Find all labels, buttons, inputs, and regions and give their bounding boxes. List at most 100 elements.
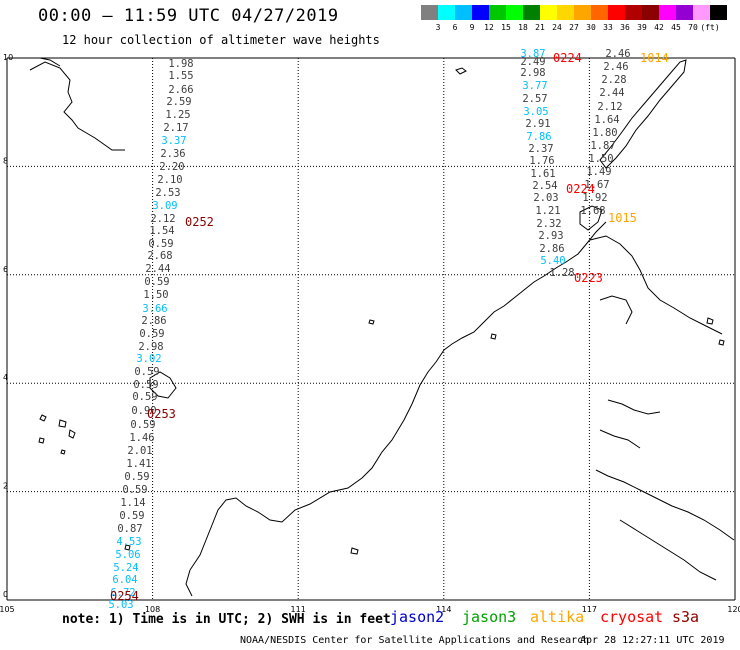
color-scale-label: 27 — [569, 23, 579, 32]
wave-height-value: 0.90 — [131, 405, 156, 417]
map-title: 00:00 – 11:59 UTC 04/27/2019 — [38, 6, 339, 26]
lon-tick-label: 111 — [291, 605, 306, 614]
color-swatch — [472, 5, 489, 20]
satellite-legend-item: s3a — [672, 608, 700, 626]
lat-tick-label: 6 — [3, 265, 8, 274]
footer-note: note: 1) Time is in UTC; 2) SWH is in fe… — [62, 612, 391, 627]
wave-height-value: 1.54 — [149, 225, 174, 237]
pass-time-label: 0224 — [566, 182, 595, 196]
wave-height-value: 1.41 — [126, 458, 151, 470]
wave-height-value: 2.53 — [155, 187, 180, 199]
satellite-legend-item: jason3 — [462, 608, 517, 626]
color-swatch — [642, 5, 659, 20]
wave-height-value: 2.57 — [522, 93, 547, 105]
wave-height-value: 1.28 — [549, 267, 574, 279]
color-swatch — [540, 5, 557, 20]
wave-height-value: 3.77 — [522, 80, 547, 92]
wave-height-value: 2.01 — [127, 445, 152, 457]
wave-height-value: 2.12 — [597, 101, 622, 113]
lat-tick-label: 10 — [3, 53, 13, 62]
lat-tick-label: 2 — [3, 482, 8, 491]
grid-lines — [7, 58, 735, 600]
wave-height-value: 1.46 — [129, 432, 154, 444]
lon-tick-label: 117 — [582, 605, 597, 614]
color-swatch — [676, 5, 693, 20]
wave-height-value: 1.50 — [588, 153, 613, 165]
color-swatch — [659, 5, 676, 20]
wave-height-value: 2.86 — [539, 243, 564, 255]
wave-height-value: 0.59 — [139, 328, 164, 340]
altimeter-tracks: 1.981.55 2.662.591.252.173.372.362.202.10… — [108, 48, 630, 611]
wave-height-value: 2.46 — [605, 48, 630, 60]
wave-height-value: 2.37 — [528, 143, 553, 155]
wave-height-value: 2.17 — [163, 122, 188, 134]
wave-height-value: 2.20 — [159, 161, 184, 173]
color-swatch — [625, 5, 642, 20]
axis-tick-labels: 105 108 111 114 117 120 0 2 4 6 8 10 — [0, 53, 740, 614]
wave-height-value: 6.04 — [112, 574, 137, 586]
wave-height-value: 2.46 — [603, 61, 628, 73]
color-scale-label: (ft) — [700, 23, 720, 32]
wave-height-value: 3.37 — [161, 135, 186, 147]
color-scale-labels: 3 6 9 12 15 18 21 24 27 30 33 36 39 42 45 70 (ft) — [421, 23, 740, 35]
satellite-legend-item: cryosat — [600, 608, 664, 626]
wave-height-value: 0.59 — [133, 379, 158, 391]
wave-height-value: 1.87 — [590, 140, 615, 152]
wave-height-value: 1.64 — [594, 114, 619, 126]
pass-time-labels: 0252 0253 0254 0224 0224 0223 1014 1015 — [110, 51, 669, 603]
color-swatch — [693, 5, 710, 20]
pass-time-label: 0224 — [553, 51, 582, 65]
color-swatch — [557, 5, 574, 20]
wave-height-value: 0.59 — [144, 276, 169, 288]
wave-height-value: 2.54 — [532, 180, 557, 192]
generation-timestamp: Apr 28 12:27:11 UTC 2019 — [580, 635, 725, 646]
color-scale-label: 24 — [552, 23, 562, 32]
satellite-legend-item: jason2 — [390, 608, 445, 626]
color-swatch — [438, 5, 455, 20]
wave-height-value: 2.36 — [160, 148, 185, 160]
wave-height-value: 2.86 — [141, 315, 166, 327]
wave-height-value: 1.98 — [168, 58, 193, 70]
lon-tick-label: 114 — [436, 605, 451, 614]
color-swatch — [506, 5, 523, 20]
wave-height-value: 3.66 — [142, 303, 167, 315]
wave-height-value: 2.98 — [138, 341, 163, 353]
wave-height-value: 1.49 — [586, 166, 611, 178]
wave-height-value: 5.03 — [108, 599, 133, 611]
lon-tick-label: 120 — [727, 605, 740, 614]
map-subtitle: 12 hour collection of altimeter wave hei… — [62, 33, 380, 47]
lat-tick-label: 0 — [3, 590, 8, 599]
color-scale-label: 70 — [688, 23, 698, 32]
wave-height-value: 2.68 — [147, 250, 172, 262]
wave-height-value: 2.32 — [536, 218, 561, 230]
wave-height-value: 0.59 — [119, 510, 144, 522]
wave-height-value: 1.61 — [530, 168, 555, 180]
credit-text: NOAA/NESDIS Center for Satellite Applica… — [240, 635, 590, 646]
wave-height-value: 2.91 — [525, 118, 550, 130]
pass-time-label: 0253 — [147, 407, 176, 421]
wave-height-value: 1.92 — [582, 192, 607, 204]
satellite-legend-item: altika — [530, 608, 585, 626]
lon-tick-label: 108 — [145, 605, 160, 614]
wave-height-value: 5.24 — [113, 562, 138, 574]
color-scale-label: 15 — [501, 23, 511, 32]
color-scale-label: 18 — [518, 23, 528, 32]
lon-tick-label: 105 — [0, 605, 15, 614]
wave-height-value: 5.40 — [540, 255, 565, 267]
wave-height-value: 0.59 — [148, 238, 173, 250]
lat-tick-label: 8 — [3, 156, 8, 165]
color-swatch — [710, 5, 727, 20]
wave-height-value: 2.66 — [168, 84, 193, 96]
wave-height-value: 2.03 — [533, 192, 558, 204]
wave-height-value: 4.53 — [116, 536, 141, 548]
color-scale: 3 6 9 12 15 18 21 24 27 30 33 36 39 42 45 70 (ft) — [421, 5, 727, 32]
lat-tick-label: 4 — [3, 373, 8, 382]
wave-height-value: 1.50 — [143, 289, 168, 301]
pass-time-label: 0252 — [185, 215, 214, 229]
wave-height-value: 1.21 — [535, 205, 560, 217]
wave-height-value: 7.86 — [526, 131, 551, 143]
wave-height-value: 2.59 — [166, 96, 191, 108]
pass-time-label: 0254 — [110, 589, 139, 603]
color-swatch — [421, 5, 438, 20]
